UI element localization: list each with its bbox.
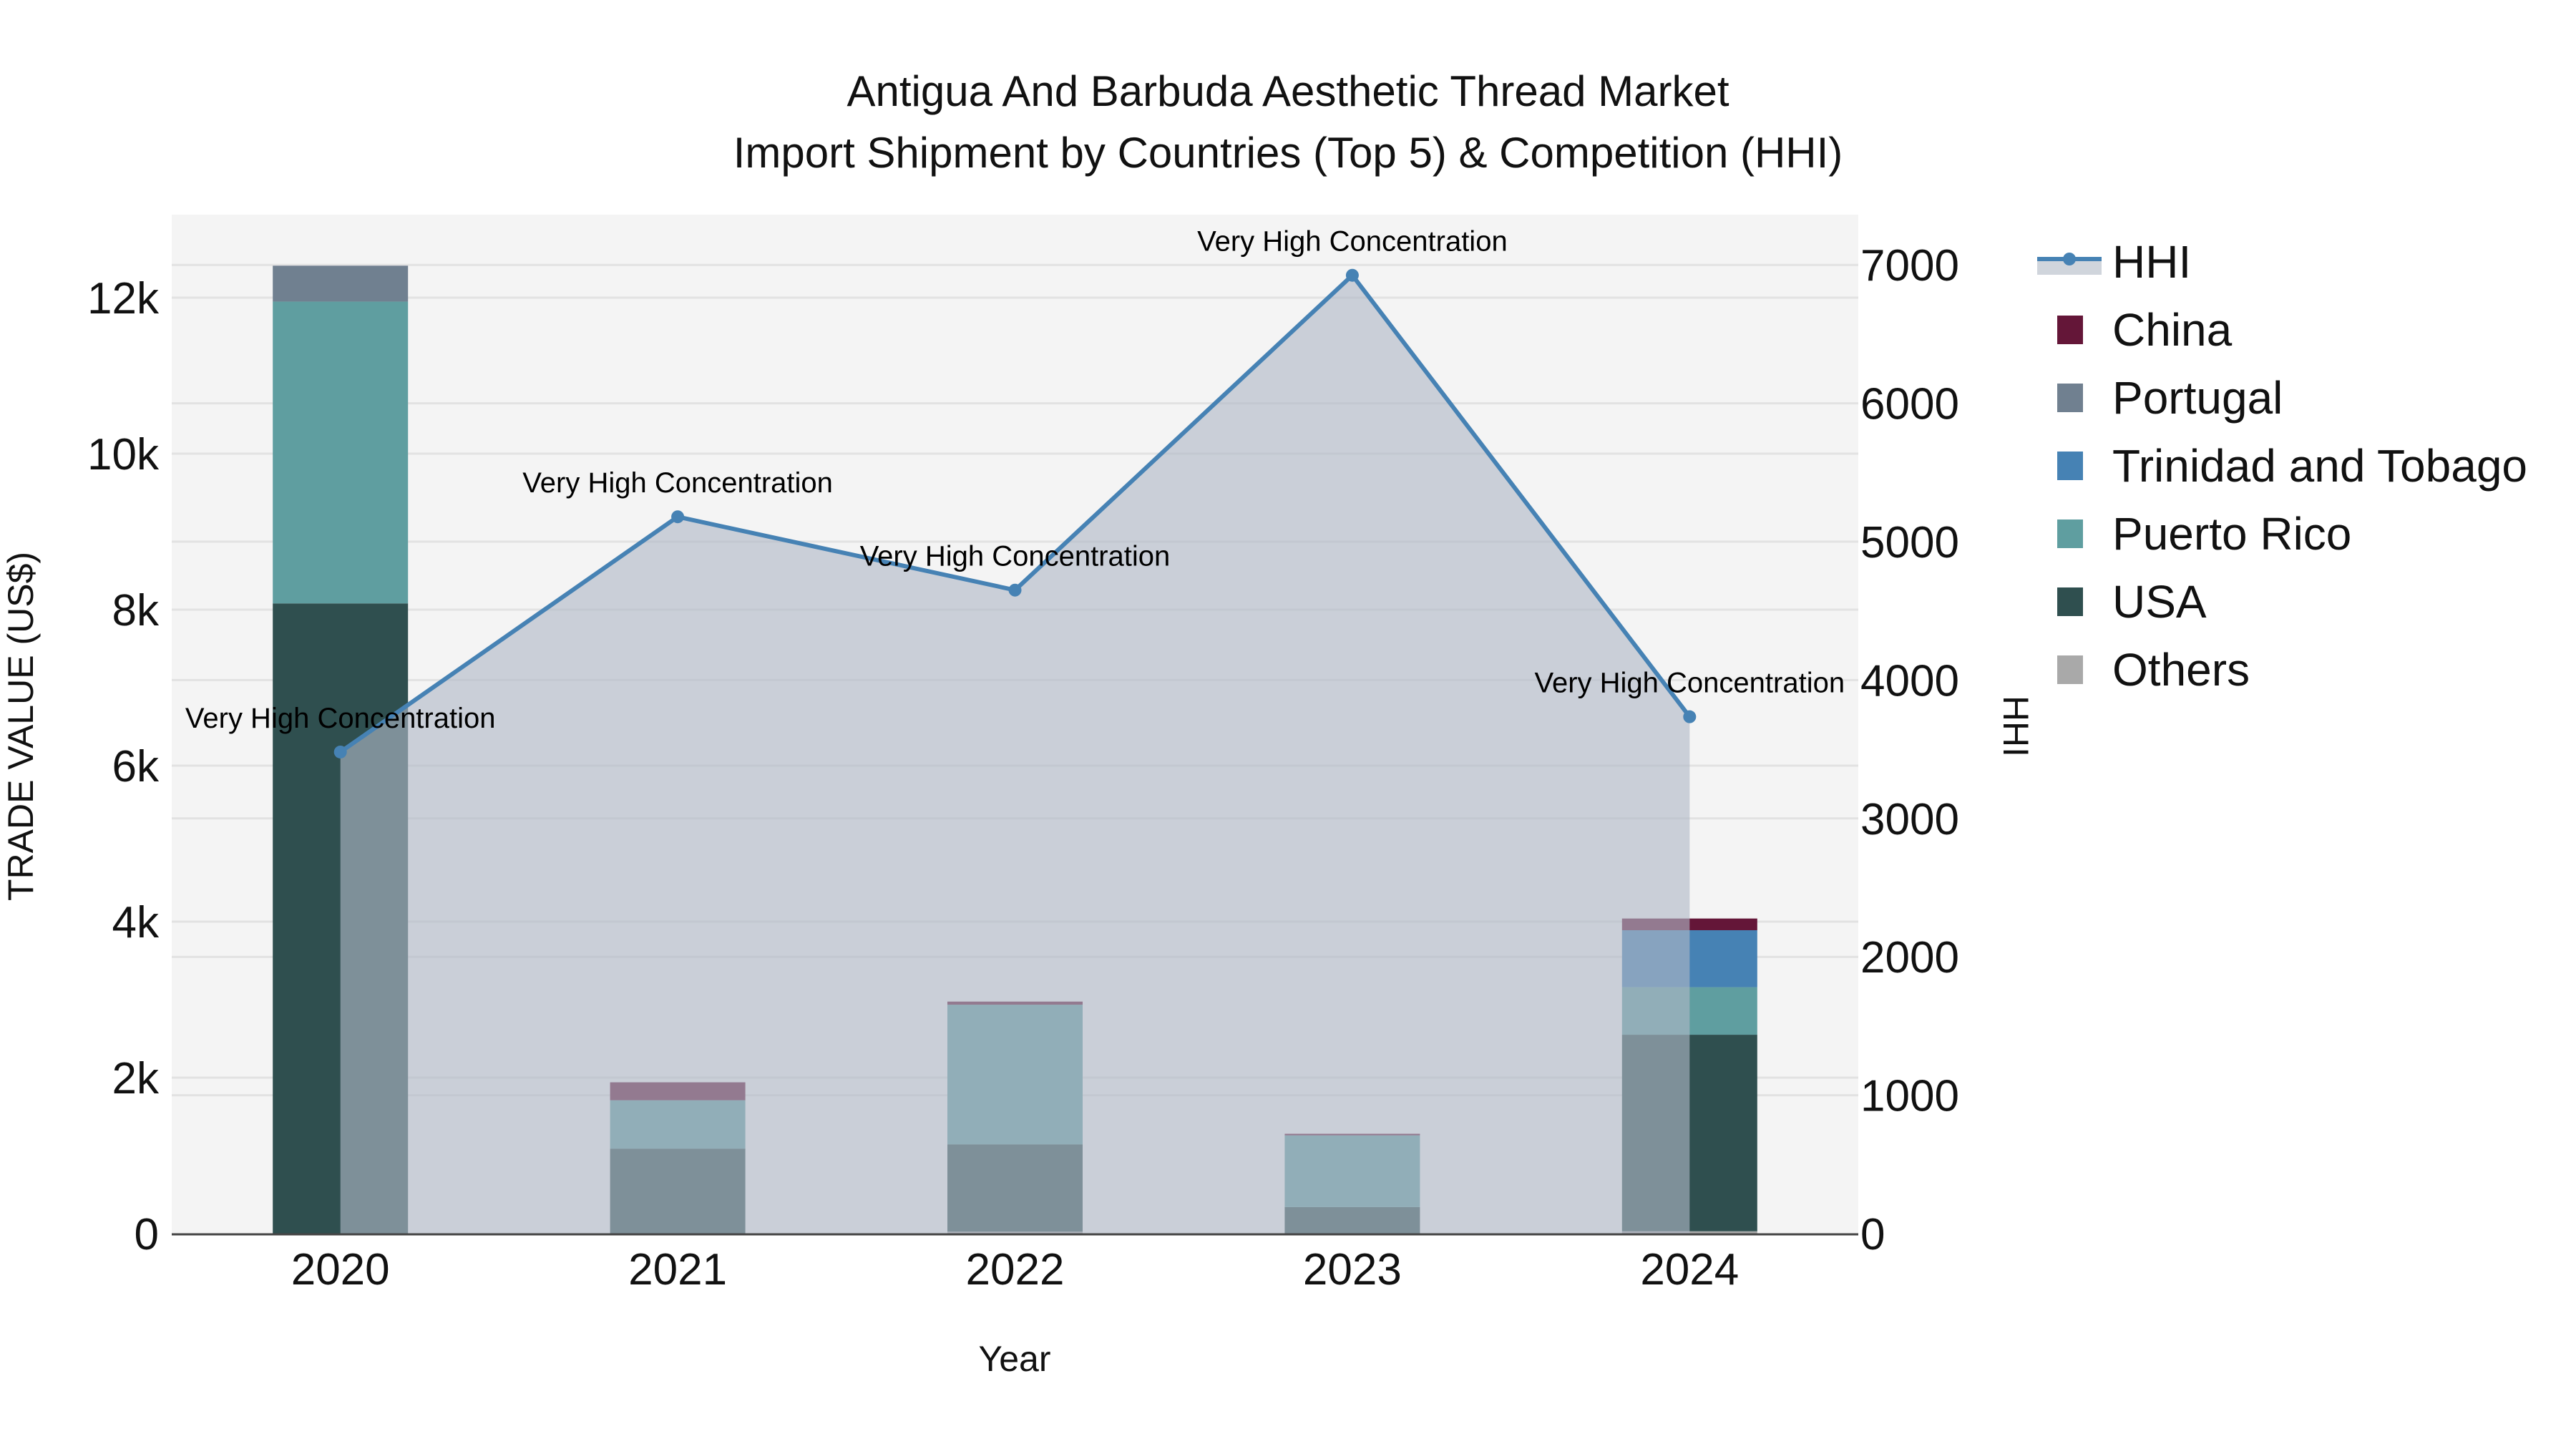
y-right-tick-label: 6000 — [1860, 380, 1959, 429]
hhi-annotation: Very High Concentration — [860, 541, 1171, 572]
color-swatch-icon — [2057, 519, 2083, 548]
legend-item-trinidad-and-tobago[interactable]: Trinidad and Tobago — [2057, 440, 2527, 492]
hhi-annotation: Very High Concentration — [185, 703, 496, 734]
point-marker-icon — [2063, 253, 2076, 265]
legend-label: Others — [2112, 644, 2250, 696]
y-left-tick-label: 4k — [112, 898, 160, 947]
bar-segment-portugal[interactable] — [273, 265, 409, 302]
y-left-tick-label: 12k — [87, 274, 160, 323]
y-right-tick-label: 3000 — [1860, 795, 1959, 844]
y-right-tick-label: 4000 — [1860, 656, 1959, 706]
color-swatch-icon — [2057, 655, 2083, 684]
color-swatch-icon — [2057, 587, 2083, 616]
y-left-tick-label: 0 — [135, 1210, 159, 1259]
legend-area-swatch — [2037, 259, 2102, 275]
color-swatch-icon — [2057, 316, 2083, 344]
hhi-area — [340, 275, 1690, 1234]
x-tick-label: 2021 — [628, 1245, 727, 1294]
y-left-tick-label: 8k — [112, 586, 160, 635]
color-swatch-icon — [2057, 384, 2083, 412]
y-right-tick-label: 7000 — [1860, 241, 1959, 291]
x-tick-label: 2020 — [291, 1245, 390, 1294]
y-right-tick-label: 1000 — [1860, 1072, 1959, 1121]
chart-title-line1: Antigua And Barbuda Aesthetic Thread Mar… — [847, 67, 1729, 115]
chart-title-line2: Import Shipment by Countries (Top 5) & C… — [733, 129, 1843, 177]
x-axis-title: Year — [978, 1339, 1050, 1379]
legend-item-others[interactable]: Others — [2057, 644, 2250, 696]
hhi-point[interactable] — [333, 745, 347, 758]
y-right-tick-label: 2000 — [1860, 933, 1959, 982]
legend-item-china[interactable]: China — [2057, 304, 2233, 356]
y-left-tick-label: 2k — [112, 1054, 160, 1103]
legend-label: China — [2112, 304, 2233, 356]
y-axis-right: 0 1000 2000 3000 4000 5000 6000 7000 — [1860, 241, 1959, 1259]
legend-label: Puerto Rico — [2112, 508, 2351, 560]
hhi-annotation: Very High Concentration — [1197, 226, 1508, 258]
legend-label: HHI — [2112, 236, 2191, 288]
y-axis-left-title: TRADE VALUE (US$) — [1, 552, 41, 901]
hhi-annotation: Very High Concentration — [522, 467, 833, 499]
x-axis-ticks: 2020 2021 2022 2023 2024 — [291, 1245, 1740, 1294]
y-right-tick-label: 0 — [1860, 1210, 1885, 1259]
y-left-tick-label: 6k — [112, 742, 160, 791]
y-axis-right-title: HHI — [1996, 696, 2036, 757]
y-axis-left: 0 2k 4k 6k 8k 10k 12k — [87, 274, 160, 1259]
bar-segment-puerto-rico[interactable] — [273, 301, 409, 604]
legend-item-usa[interactable]: USA — [2057, 576, 2207, 628]
x-tick-label: 2024 — [1640, 1245, 1739, 1294]
legend-label: Portugal — [2112, 372, 2283, 424]
hhi-annotations: Very High Concentration Very High Concent… — [185, 226, 1845, 734]
y-left-tick-label: 10k — [87, 430, 160, 479]
x-tick-label: 2022 — [966, 1245, 1065, 1294]
hhi-fill — [340, 275, 1690, 1234]
color-swatch-icon — [2057, 452, 2083, 480]
hhi-point[interactable] — [671, 510, 685, 524]
legend-label: Trinidad and Tobago — [2112, 440, 2527, 492]
hhi-point[interactable] — [1683, 710, 1697, 723]
y-right-tick-label: 5000 — [1860, 518, 1959, 567]
legend-label: USA — [2112, 576, 2207, 628]
hhi-line — [333, 268, 1697, 758]
legend: HHI China Portugal Trinidad and Tobago Puert… — [2037, 236, 2527, 696]
x-tick-label: 2023 — [1303, 1245, 1402, 1294]
legend-item-portugal[interactable]: Portugal — [2057, 372, 2283, 424]
hhi-annotation: Very High Concentration — [1535, 668, 1845, 699]
hhi-point[interactable] — [1345, 268, 1359, 282]
hhi-point[interactable] — [1008, 583, 1022, 597]
legend-item-puerto-rico[interactable]: Puerto Rico — [2057, 508, 2351, 560]
legend-item-hhi[interactable]: HHI — [2037, 236, 2191, 288]
